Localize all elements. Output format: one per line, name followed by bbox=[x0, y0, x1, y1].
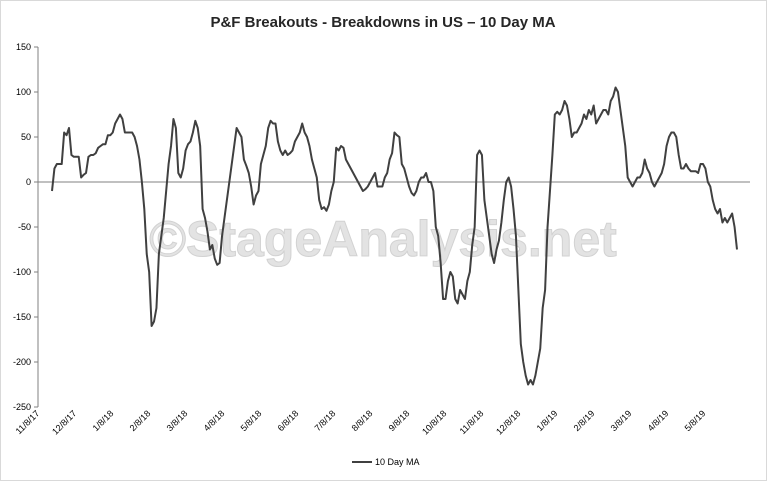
chart-title: P&F Breakouts - Breakdowns in US – 10 Da… bbox=[210, 14, 555, 31]
series-line-10-day-ma bbox=[51, 86, 738, 386]
x-tick-label: 4/8/18 bbox=[202, 408, 227, 433]
y-tick-label: 100 bbox=[16, 87, 31, 97]
y-tick-label: 50 bbox=[21, 132, 31, 142]
series-layer bbox=[51, 86, 738, 386]
y-tick-label: -100 bbox=[13, 267, 31, 277]
x-tick-label: 1/8/19 bbox=[535, 408, 560, 433]
x-tick-label: 9/8/18 bbox=[387, 408, 412, 433]
x-tick-label: 11/8/17 bbox=[14, 408, 42, 436]
x-tick-label: 3/8/18 bbox=[165, 408, 190, 433]
y-axis: 150 100 50 0 -50 -100 -150 -200 -250 bbox=[13, 42, 39, 412]
y-tick-label: -150 bbox=[13, 312, 31, 322]
x-tick-label: 2/8/18 bbox=[128, 408, 153, 433]
x-tick-label: 2/8/19 bbox=[572, 408, 597, 433]
legend: 10 Day MA bbox=[352, 457, 420, 467]
x-tick-label: 5/8/18 bbox=[239, 408, 264, 433]
y-tick-label: -50 bbox=[18, 222, 31, 232]
x-tick-label: 4/8/19 bbox=[646, 408, 671, 433]
x-tick-label: 3/8/19 bbox=[609, 408, 634, 433]
y-tick-label: 150 bbox=[16, 42, 31, 52]
x-tick-label: 12/8/18 bbox=[494, 408, 522, 436]
y-tick-label: 0 bbox=[26, 177, 31, 187]
y-tick-label: -250 bbox=[13, 402, 31, 412]
legend-label: 10 Day MA bbox=[375, 457, 420, 467]
x-tick-label: 6/8/18 bbox=[276, 408, 301, 433]
x-tick-label: 8/8/18 bbox=[350, 408, 375, 433]
x-tick-label: 10/8/18 bbox=[420, 408, 448, 436]
x-tick-label: 1/8/18 bbox=[91, 408, 116, 433]
y-tick-label: -200 bbox=[13, 357, 31, 367]
x-tick-label: 7/8/18 bbox=[313, 408, 338, 433]
x-tick-label: 5/8/19 bbox=[683, 408, 708, 433]
x-tick-label: 12/8/17 bbox=[50, 408, 78, 436]
x-tick-label: 11/8/18 bbox=[458, 408, 486, 436]
watermark: ©StageAnalysis.net bbox=[149, 211, 617, 267]
